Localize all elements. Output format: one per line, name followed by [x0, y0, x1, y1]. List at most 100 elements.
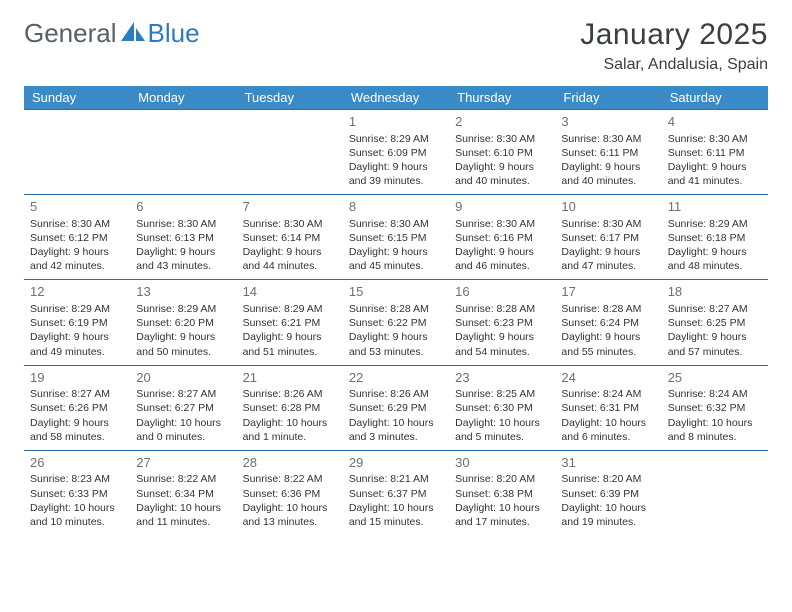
sunrise-line: Sunrise: 8:28 AM [561, 302, 655, 316]
logo: General Blue [24, 18, 200, 49]
calendar-cell: 9Sunrise: 8:30 AMSunset: 6:16 PMDaylight… [449, 195, 555, 280]
calendar-cell [662, 450, 768, 535]
daylight-line: Daylight: 9 hours and 54 minutes. [455, 330, 549, 358]
weekday-header: Monday [130, 86, 236, 110]
daylight-line: Daylight: 9 hours and 53 minutes. [349, 330, 443, 358]
sunrise-line: Sunrise: 8:26 AM [349, 387, 443, 401]
calendar-cell [24, 110, 130, 195]
day-number: 28 [243, 454, 337, 472]
sunset-line: Sunset: 6:21 PM [243, 316, 337, 330]
sunrise-line: Sunrise: 8:27 AM [668, 302, 762, 316]
calendar-cell: 2Sunrise: 8:30 AMSunset: 6:10 PMDaylight… [449, 110, 555, 195]
daylight-line: Daylight: 10 hours and 19 minutes. [561, 501, 655, 529]
title-block: January 2025 Salar, Andalusia, Spain [580, 18, 768, 74]
daylight-line: Daylight: 10 hours and 10 minutes. [30, 501, 124, 529]
calendar-cell: 7Sunrise: 8:30 AMSunset: 6:14 PMDaylight… [237, 195, 343, 280]
sunrise-line: Sunrise: 8:27 AM [30, 387, 124, 401]
calendar-cell: 25Sunrise: 8:24 AMSunset: 6:32 PMDayligh… [662, 365, 768, 450]
sunset-line: Sunset: 6:27 PM [136, 401, 230, 415]
sunset-line: Sunset: 6:33 PM [30, 487, 124, 501]
day-number: 2 [455, 113, 549, 131]
daylight-line: Daylight: 10 hours and 6 minutes. [561, 416, 655, 444]
day-number: 23 [455, 369, 549, 387]
calendar-cell: 29Sunrise: 8:21 AMSunset: 6:37 PMDayligh… [343, 450, 449, 535]
sunset-line: Sunset: 6:37 PM [349, 487, 443, 501]
day-number: 15 [349, 283, 443, 301]
calendar-cell: 14Sunrise: 8:29 AMSunset: 6:21 PMDayligh… [237, 280, 343, 365]
logo-sail-icon [120, 18, 146, 49]
daylight-line: Daylight: 10 hours and 8 minutes. [668, 416, 762, 444]
sunrise-line: Sunrise: 8:30 AM [455, 217, 549, 231]
day-number: 6 [136, 198, 230, 216]
sunrise-line: Sunrise: 8:22 AM [243, 472, 337, 486]
calendar-cell: 8Sunrise: 8:30 AMSunset: 6:15 PMDaylight… [343, 195, 449, 280]
day-number: 17 [561, 283, 655, 301]
daylight-line: Daylight: 9 hours and 51 minutes. [243, 330, 337, 358]
day-number: 4 [668, 113, 762, 131]
logo-text-2: Blue [148, 18, 200, 49]
weekday-header: Friday [555, 86, 661, 110]
daylight-line: Daylight: 10 hours and 3 minutes. [349, 416, 443, 444]
day-number: 5 [30, 198, 124, 216]
sunset-line: Sunset: 6:10 PM [455, 146, 549, 160]
sunset-line: Sunset: 6:25 PM [668, 316, 762, 330]
calendar-cell: 30Sunrise: 8:20 AMSunset: 6:38 PMDayligh… [449, 450, 555, 535]
sunset-line: Sunset: 6:11 PM [561, 146, 655, 160]
sunset-line: Sunset: 6:29 PM [349, 401, 443, 415]
sunset-line: Sunset: 6:24 PM [561, 316, 655, 330]
daylight-line: Daylight: 10 hours and 5 minutes. [455, 416, 549, 444]
calendar-cell: 3Sunrise: 8:30 AMSunset: 6:11 PMDaylight… [555, 110, 661, 195]
logo-text-1: General [24, 18, 117, 49]
daylight-line: Daylight: 9 hours and 57 minutes. [668, 330, 762, 358]
daylight-line: Daylight: 10 hours and 11 minutes. [136, 501, 230, 529]
sunset-line: Sunset: 6:14 PM [243, 231, 337, 245]
sunset-line: Sunset: 6:12 PM [30, 231, 124, 245]
daylight-line: Daylight: 9 hours and 46 minutes. [455, 245, 549, 273]
sunset-line: Sunset: 6:20 PM [136, 316, 230, 330]
weekday-header: Thursday [449, 86, 555, 110]
day-number: 8 [349, 198, 443, 216]
calendar-cell [130, 110, 236, 195]
calendar-cell: 1Sunrise: 8:29 AMSunset: 6:09 PMDaylight… [343, 110, 449, 195]
sunset-line: Sunset: 6:26 PM [30, 401, 124, 415]
calendar-body: 1Sunrise: 8:29 AMSunset: 6:09 PMDaylight… [24, 110, 768, 536]
calendar-row: 26Sunrise: 8:23 AMSunset: 6:33 PMDayligh… [24, 450, 768, 535]
calendar-cell: 20Sunrise: 8:27 AMSunset: 6:27 PMDayligh… [130, 365, 236, 450]
calendar-cell: 10Sunrise: 8:30 AMSunset: 6:17 PMDayligh… [555, 195, 661, 280]
sunrise-line: Sunrise: 8:29 AM [30, 302, 124, 316]
sunrise-line: Sunrise: 8:23 AM [30, 472, 124, 486]
sunrise-line: Sunrise: 8:30 AM [561, 217, 655, 231]
day-number: 22 [349, 369, 443, 387]
day-number: 1 [349, 113, 443, 131]
day-number: 29 [349, 454, 443, 472]
day-number: 12 [30, 283, 124, 301]
daylight-line: Daylight: 9 hours and 58 minutes. [30, 416, 124, 444]
calendar-cell: 5Sunrise: 8:30 AMSunset: 6:12 PMDaylight… [24, 195, 130, 280]
sunset-line: Sunset: 6:31 PM [561, 401, 655, 415]
sunset-line: Sunset: 6:18 PM [668, 231, 762, 245]
calendar-row: 12Sunrise: 8:29 AMSunset: 6:19 PMDayligh… [24, 280, 768, 365]
weekday-header: Tuesday [237, 86, 343, 110]
calendar-cell: 22Sunrise: 8:26 AMSunset: 6:29 PMDayligh… [343, 365, 449, 450]
calendar-cell [237, 110, 343, 195]
day-number: 7 [243, 198, 337, 216]
daylight-line: Daylight: 10 hours and 17 minutes. [455, 501, 549, 529]
calendar-row: 19Sunrise: 8:27 AMSunset: 6:26 PMDayligh… [24, 365, 768, 450]
daylight-line: Daylight: 9 hours and 45 minutes. [349, 245, 443, 273]
sunrise-line: Sunrise: 8:24 AM [668, 387, 762, 401]
day-number: 25 [668, 369, 762, 387]
calendar-cell: 28Sunrise: 8:22 AMSunset: 6:36 PMDayligh… [237, 450, 343, 535]
weekday-header-row: Sunday Monday Tuesday Wednesday Thursday… [24, 86, 768, 110]
daylight-line: Daylight: 9 hours and 39 minutes. [349, 160, 443, 188]
calendar-cell: 4Sunrise: 8:30 AMSunset: 6:11 PMDaylight… [662, 110, 768, 195]
calendar-row: 5 Sunrise: 8:30 AM Sunset: 6:12 PM Daylight… [24, 195, 768, 280]
calendar-cell: 11Sunrise: 8:29 AMSunset: 6:18 PMDayligh… [662, 195, 768, 280]
sunrise-line: Sunrise: 8:30 AM [455, 132, 549, 146]
sunrise-line: Sunrise: 8:21 AM [349, 472, 443, 486]
daylight-line: Daylight: 9 hours and 41 minutes. [668, 160, 762, 188]
sunrise-line: Sunrise: 8:20 AM [561, 472, 655, 486]
daylight-line: Daylight: 10 hours and 0 minutes. [136, 416, 230, 444]
day-number: 21 [243, 369, 337, 387]
sunrise-line: Sunrise: 8:30 AM [243, 217, 337, 231]
daylight-line: Daylight: 9 hours and 43 minutes. [136, 245, 230, 273]
